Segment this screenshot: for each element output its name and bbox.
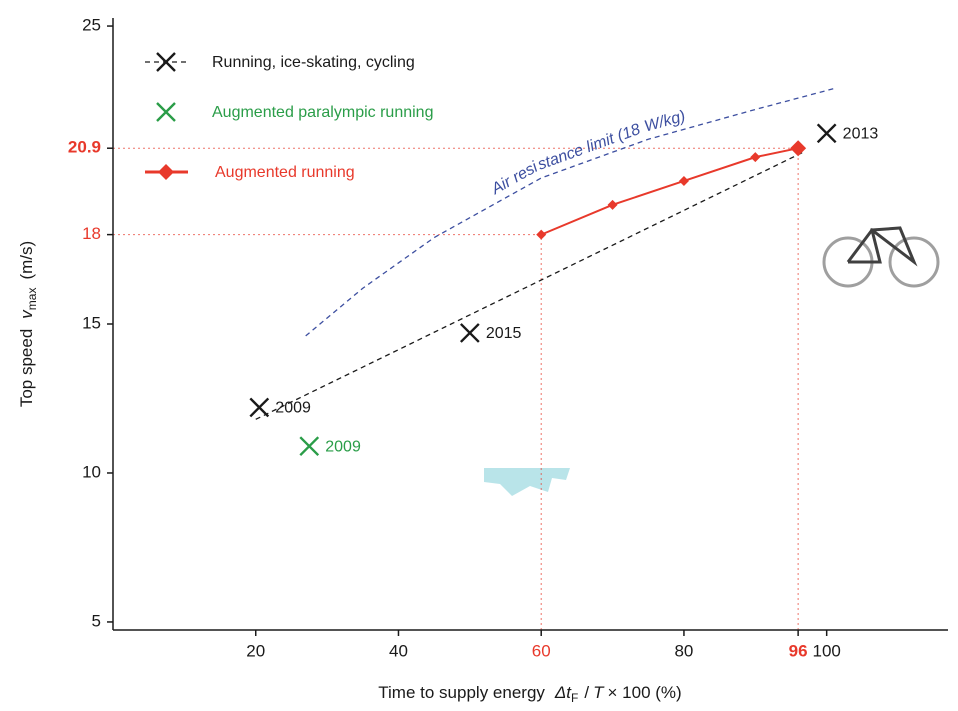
x-axis-title-part: Time to supply energy — [378, 683, 545, 702]
diamond-marker — [608, 200, 618, 210]
bike-frame — [848, 228, 914, 262]
x-tick-label: 96 — [789, 641, 808, 660]
diamond-marker — [536, 230, 546, 240]
diamond-marker — [750, 152, 760, 162]
x-tick-label: 20 — [246, 641, 265, 660]
x-axis-title-part: × 100 (%) — [608, 683, 682, 702]
y-tick-label: 5 — [92, 611, 101, 630]
diamond-marker — [790, 140, 806, 156]
diamond-marker — [679, 176, 689, 186]
chart: 5 10 15 18 20.9 25 20 40 60 80 96100 Time to supply… — [0, 0, 958, 711]
legend-label: Running, ice-skating, cycling — [212, 54, 415, 71]
x-axis-title-part: / — [584, 683, 589, 702]
point-label: 2009 — [275, 400, 311, 417]
y-tick-label: 10 — [82, 462, 101, 481]
y-axis-title-part: (m/s) — [17, 241, 36, 280]
x-tick-label: 80 — [674, 641, 693, 660]
series-line — [541, 148, 798, 234]
x-axis-title-part: Δt — [554, 683, 572, 702]
x-axis-title-part: T — [593, 683, 605, 702]
legend-marker — [158, 164, 174, 180]
y-tick-label: 25 — [82, 16, 101, 35]
ice-patch — [484, 468, 570, 496]
y-tick-label: 20.9 — [68, 138, 101, 157]
x-tick-label: 40 — [389, 641, 408, 660]
x-marker — [461, 324, 479, 342]
curve-label: Air resistance limit (18 W/kg) — [488, 108, 687, 199]
x-marker — [818, 124, 836, 142]
curve-label-text: Air resistance limit (18 W/kg) — [488, 108, 687, 199]
point-label: 2009 — [325, 438, 361, 455]
illustrations — [484, 228, 938, 496]
x-marker — [250, 398, 268, 416]
legend-label: Augmented paralympic running — [212, 104, 433, 121]
air-resistance-curve — [306, 89, 834, 336]
y-axis-title: Top speedvmax(m/s) — [17, 241, 39, 407]
x-marker — [300, 437, 318, 455]
legend-label: Augmented running — [215, 164, 355, 181]
x-tick-label: 100 — [812, 641, 840, 660]
point-label: 2013 — [843, 126, 879, 143]
y-tick-label: 18 — [82, 224, 101, 243]
y-axis-title-part: Top speed — [17, 329, 36, 407]
point-label: 2015 — [486, 325, 522, 342]
legend-marker — [157, 103, 175, 121]
x-axis-title: Time to supply energy ΔtF /T× 100 (%) — [378, 683, 681, 705]
x-axis-title-part: F — [571, 691, 578, 705]
y-axis-title-part: max — [25, 288, 39, 311]
y-tick-label: 15 — [82, 313, 101, 332]
x-tick-label: 60 — [532, 641, 551, 660]
trend-line — [256, 151, 806, 419]
